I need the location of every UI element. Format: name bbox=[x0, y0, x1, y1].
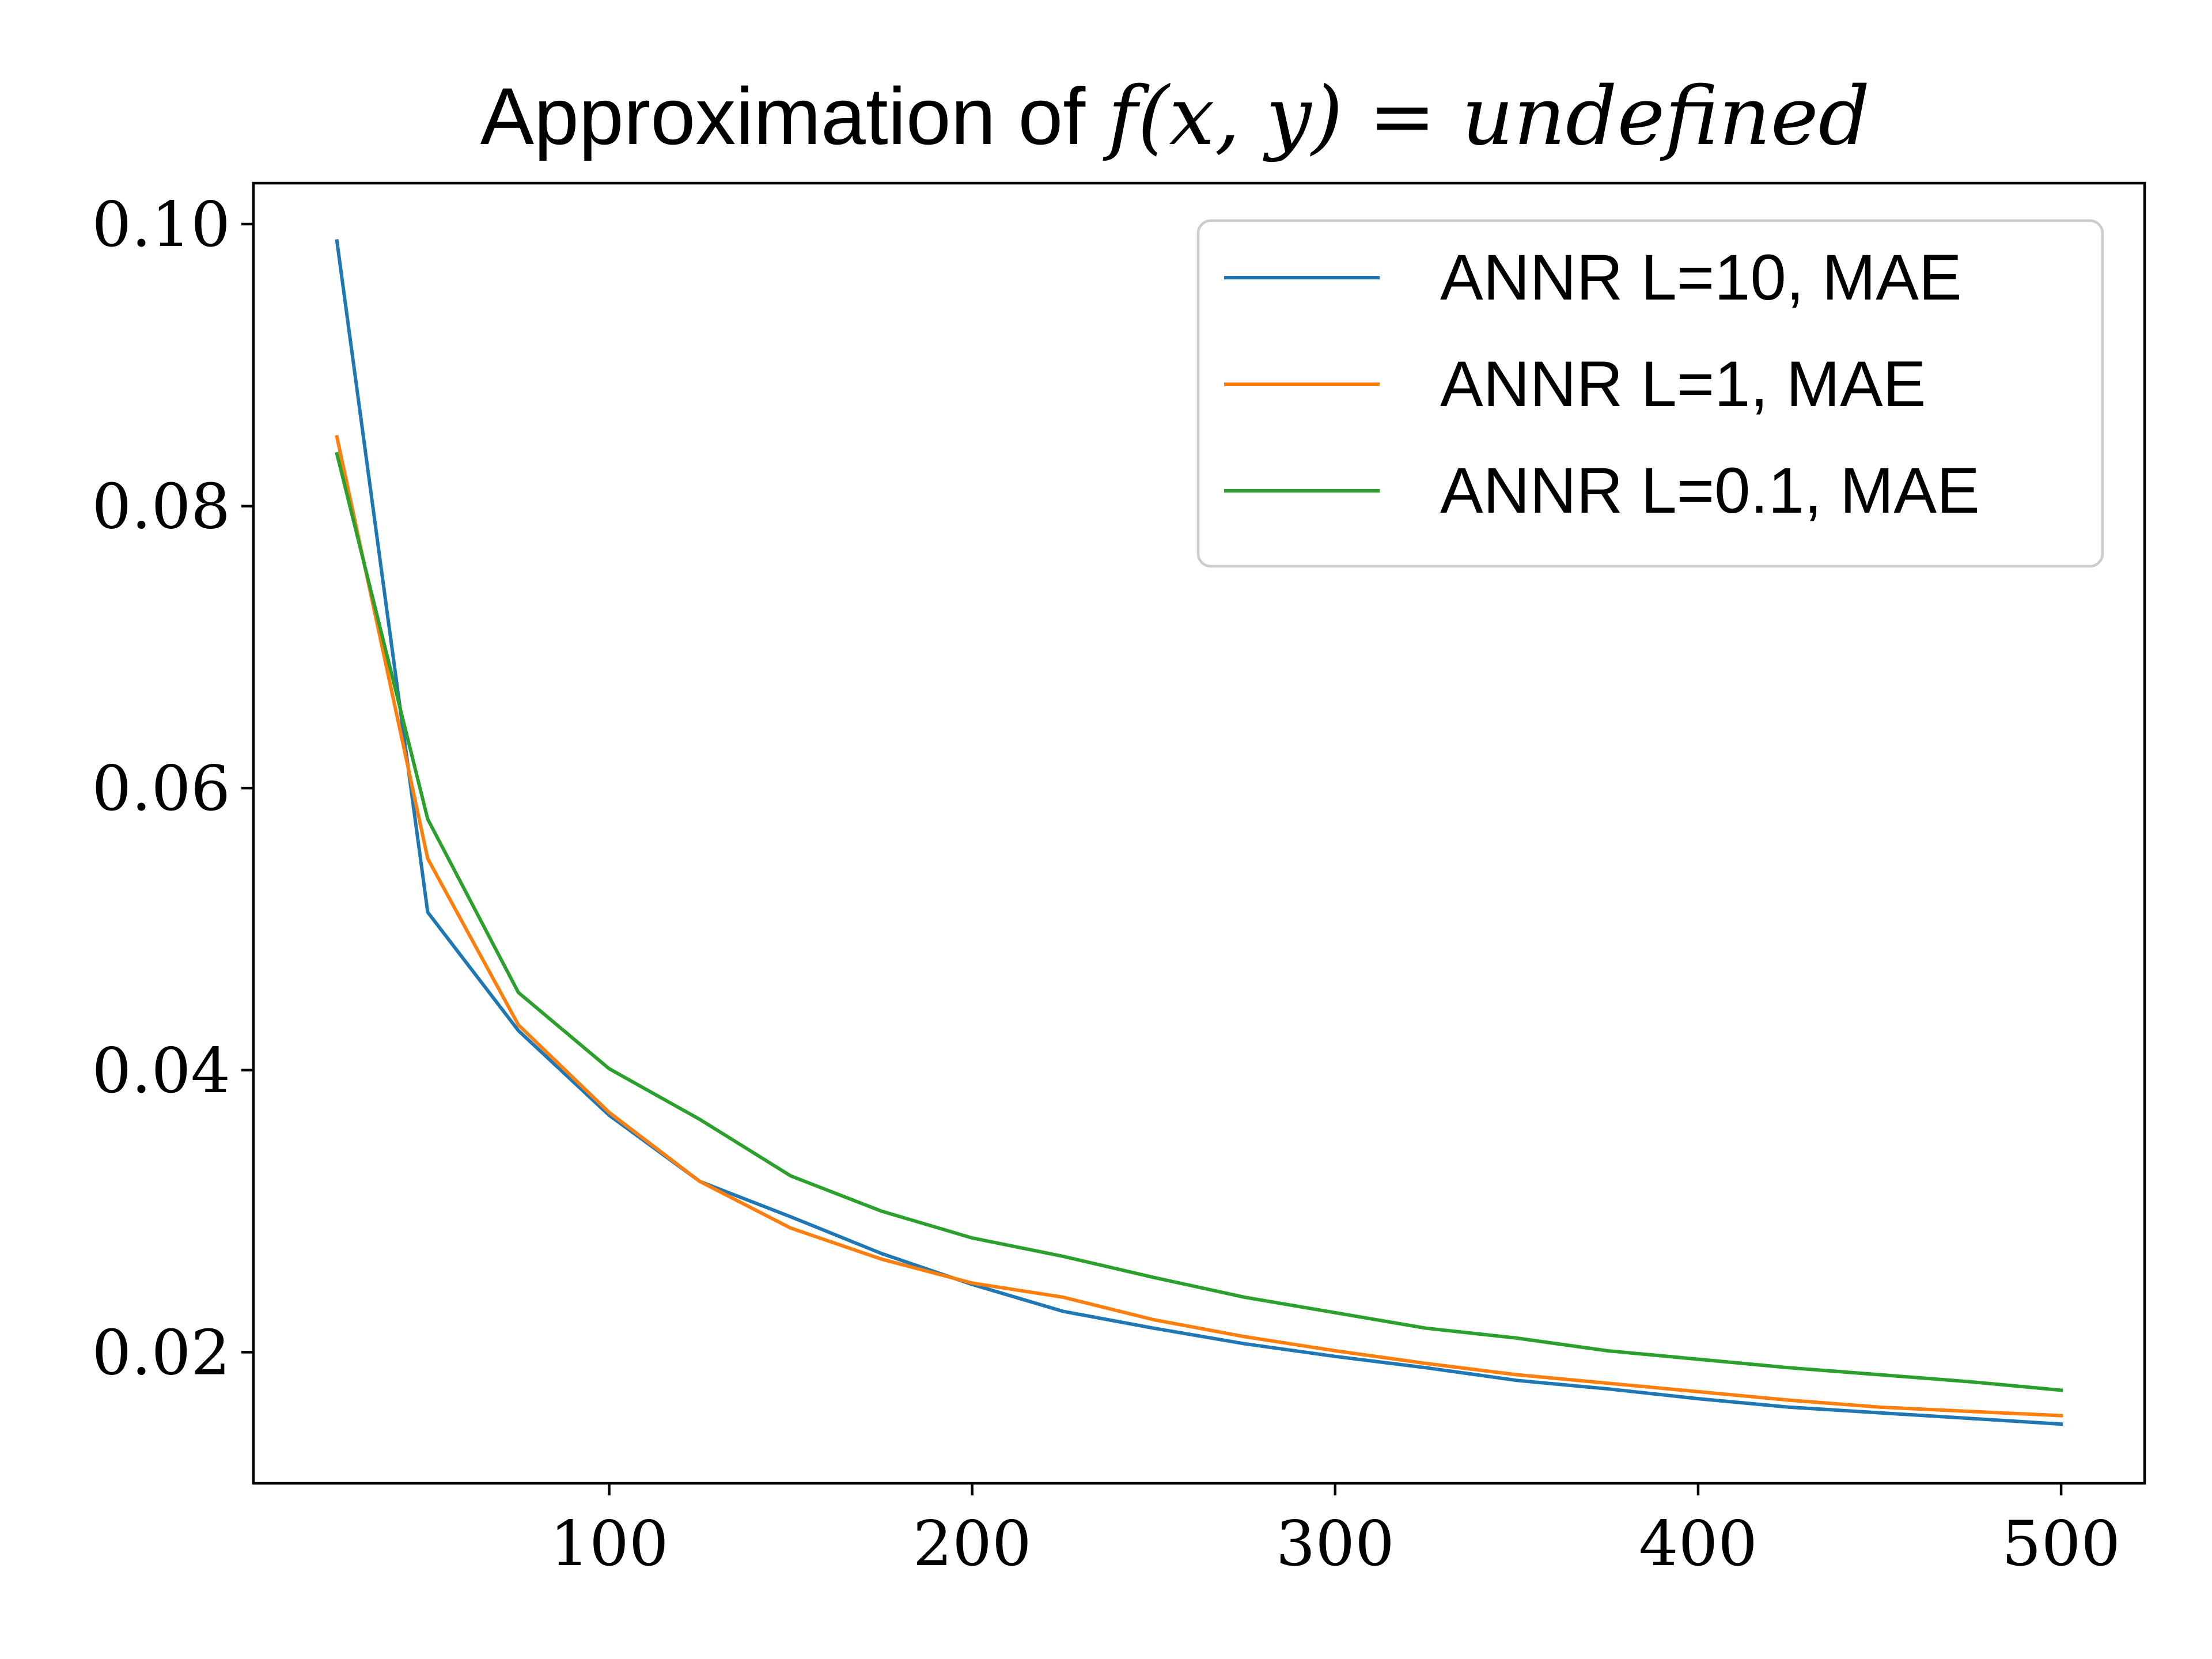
legend: ANNR L=10, MAE ANNR L=1, MAE ANNR L=0.1, M… bbox=[1196, 219, 2104, 568]
y-tick-label: 0.08 bbox=[92, 471, 230, 543]
legend-box bbox=[1196, 219, 2104, 568]
x-tick-label: 400 bbox=[1639, 1508, 1758, 1580]
legend-label-3: ANNR L=0.1, MAE bbox=[1440, 454, 1980, 527]
plot-area-frame bbox=[252, 181, 2146, 1485]
x-tick-label: 100 bbox=[550, 1508, 668, 1580]
series-line-2 bbox=[335, 435, 2063, 1418]
x-tick-label: 300 bbox=[1276, 1508, 1395, 1580]
series-lines bbox=[335, 239, 2063, 1426]
y-tick-label: 0.10 bbox=[92, 189, 230, 261]
y-axis: 0.02 0.04 0.06 0.08 0.10 bbox=[92, 189, 253, 1389]
x-tick-label: 500 bbox=[2002, 1508, 2120, 1580]
chart-title-formula: f(x, y) = undefined bbox=[1103, 70, 1870, 164]
chart-title-prefix: Approximation of bbox=[480, 71, 1108, 161]
y-tick-label: 0.06 bbox=[92, 753, 230, 825]
y-tick-label: 0.04 bbox=[92, 1035, 230, 1107]
y-tick-label: 0.02 bbox=[92, 1317, 230, 1389]
series-line-3 bbox=[335, 452, 2063, 1392]
series-line-1 bbox=[335, 239, 2063, 1426]
legend-label-1: ANNR L=10, MAE bbox=[1440, 241, 1962, 313]
chart-title: Approximation of f(x, y) = undefined bbox=[480, 70, 1870, 164]
legend-label-2: ANNR L=1, MAE bbox=[1440, 348, 1926, 420]
x-axis: 100 200 300 400 500 bbox=[550, 1483, 2120, 1580]
x-tick-label: 200 bbox=[913, 1508, 1032, 1580]
